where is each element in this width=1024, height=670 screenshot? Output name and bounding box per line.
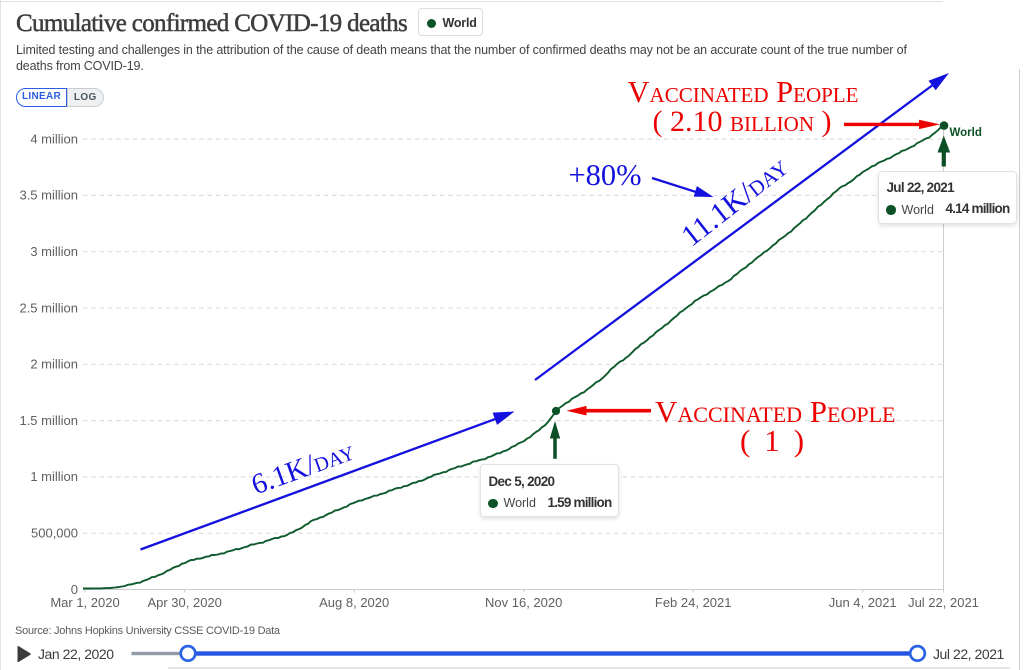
svg-text:2 million: 2 million	[30, 357, 78, 372]
svg-text:2.5 million: 2.5 million	[19, 300, 78, 315]
svg-text:Nov 16, 2020: Nov 16, 2020	[485, 595, 562, 610]
svg-text:Jul 22, 2021: Jul 22, 2021	[908, 595, 979, 610]
svg-text:3 million: 3 million	[30, 244, 78, 259]
svg-text:1.5 million: 1.5 million	[19, 413, 78, 428]
svg-text:500,000: 500,000	[31, 526, 78, 541]
svg-text:Aug 8, 2020: Aug 8, 2020	[319, 595, 389, 610]
svg-text:Mar 1, 2020: Mar 1, 2020	[50, 595, 119, 610]
svg-text:0: 0	[71, 582, 78, 597]
svg-text:Jun 4, 2021: Jun 4, 2021	[829, 595, 897, 610]
svg-text:1 million: 1 million	[30, 469, 78, 484]
svg-text:3.5 million: 3.5 million	[19, 188, 78, 203]
svg-text:Feb 24, 2021: Feb 24, 2021	[655, 595, 732, 610]
svg-text:Apr 30, 2020: Apr 30, 2020	[147, 595, 221, 610]
svg-text:4 million: 4 million	[30, 131, 78, 146]
